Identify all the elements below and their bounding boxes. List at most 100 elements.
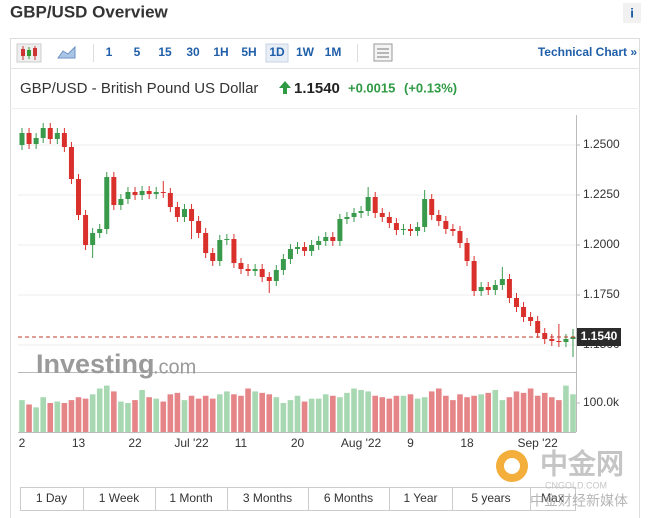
volume-bar: [344, 392, 350, 432]
volume-bar: [231, 394, 237, 432]
candle-body: [40, 128, 46, 138]
volume-bar: [167, 394, 174, 432]
volume-bar: [570, 394, 576, 432]
volume-bar: [103, 385, 110, 432]
interval-button[interactable]: 5: [134, 45, 141, 59]
range-label[interactable]: 1 Day: [36, 491, 67, 505]
volume-bar: [393, 395, 400, 432]
candle-body: [358, 211, 364, 213]
candle-body: [535, 321, 541, 333]
candle-body: [139, 191, 145, 195]
volume-bar: [372, 395, 379, 432]
volume-bar: [132, 400, 138, 432]
volume-bar: [365, 391, 371, 432]
range-label[interactable]: 3 Months: [243, 491, 292, 505]
interval-button[interactable]: 1D: [269, 45, 285, 59]
candle-body: [19, 133, 25, 145]
volume-bar: [287, 400, 294, 432]
volume-bar: [273, 397, 280, 432]
technical-chart-link[interactable]: Technical Chart »: [538, 45, 637, 59]
volume-bar: [386, 398, 393, 432]
volume-bar: [188, 395, 195, 432]
candle-body: [280, 259, 286, 270]
candle-body: [217, 240, 223, 261]
volume-bar: [47, 403, 54, 432]
area-icon[interactable]: [57, 45, 76, 59]
candle-icon[interactable]: [16, 43, 42, 63]
interval-button[interactable]: 30: [186, 45, 200, 59]
candle-body: [542, 333, 548, 339]
cngold-watermark: 中金网 CNGOLD.COM 中金财经新媒体: [496, 447, 628, 509]
volume-bar: [308, 398, 315, 432]
candle-body: [570, 337, 576, 339]
interval-button[interactable]: 1H: [213, 45, 228, 59]
volume-bar: [252, 391, 258, 432]
last-price-tag: [577, 328, 621, 346]
candle-body: [450, 229, 456, 231]
range-label[interactable]: 1 Week: [99, 491, 140, 505]
volume-bar: [358, 389, 364, 432]
candle-body: [323, 237, 329, 241]
candle-body: [181, 209, 187, 217]
volume-bar: [301, 401, 308, 432]
candle-body: [118, 199, 124, 205]
candle-body: [68, 147, 74, 179]
volume-bar: [513, 391, 520, 432]
interval-button[interactable]: 15: [158, 45, 172, 59]
interval-button[interactable]: 5H: [241, 45, 256, 59]
candle-body: [386, 217, 392, 223]
volume-bar: [75, 397, 82, 432]
candle-body: [295, 247, 300, 249]
candle-body: [521, 307, 527, 317]
price-change-pct: (+0.13%): [404, 80, 457, 95]
y2-tick-label: 100.0k: [583, 395, 620, 409]
range-label[interactable]: 6 Months: [324, 491, 373, 505]
widget-title: GBP/USD Overview: [10, 2, 169, 21]
candle-body: [563, 339, 569, 342]
range-label[interactable]: Max: [541, 491, 564, 505]
volume-bar: [160, 401, 167, 432]
candle-body: [372, 197, 378, 213]
candle-body: [287, 249, 293, 259]
x-tick-label: Aug '22: [341, 436, 382, 450]
volume-bar: [181, 400, 188, 432]
interval-button[interactable]: 1M: [325, 45, 342, 59]
investing-logo: Investing .com: [36, 349, 196, 379]
volume-bar: [499, 400, 506, 432]
candle-body: [132, 192, 138, 195]
candle-body: [231, 239, 237, 263]
interval-button[interactable]: 1: [106, 45, 113, 59]
volume-bar: [280, 403, 287, 432]
last-price-tag-label: 1.1540: [581, 329, 618, 343]
volume-bar: [330, 395, 336, 432]
candle-body: [492, 285, 498, 290]
x-tick-label: 2: [19, 436, 26, 450]
volume-bar: [414, 398, 421, 432]
candle-body: [111, 177, 117, 205]
candle-body: [506, 279, 512, 298]
info-icon[interactable]: i: [630, 5, 634, 20]
volume-bar: [266, 394, 273, 432]
range-label[interactable]: 1 Month: [169, 491, 212, 505]
range-label[interactable]: 1 Year: [403, 491, 437, 505]
range-label[interactable]: 5 years: [471, 491, 510, 505]
volume-bar: [61, 403, 68, 432]
volume-bar: [238, 395, 244, 432]
y-tick-label: 1.1750: [583, 287, 620, 301]
volume-bar: [563, 385, 569, 432]
range-button[interactable]: [530, 487, 576, 511]
volume-bar: [146, 397, 152, 432]
candle-body: [471, 261, 477, 291]
logo-suffix: .com: [153, 356, 196, 378]
candle-body: [76, 179, 82, 215]
table-icon[interactable]: [373, 43, 393, 62]
watermark-site: CNGOLD.COM: [545, 480, 607, 490]
candle-body: [436, 215, 442, 221]
interval-button[interactable]: 1W: [296, 45, 315, 59]
info-button[interactable]: [623, 3, 641, 23]
candle-body: [330, 237, 336, 241]
last-price: 1.1540: [294, 80, 340, 97]
selected-interval[interactable]: [265, 43, 289, 63]
volume-bar: [407, 394, 414, 432]
